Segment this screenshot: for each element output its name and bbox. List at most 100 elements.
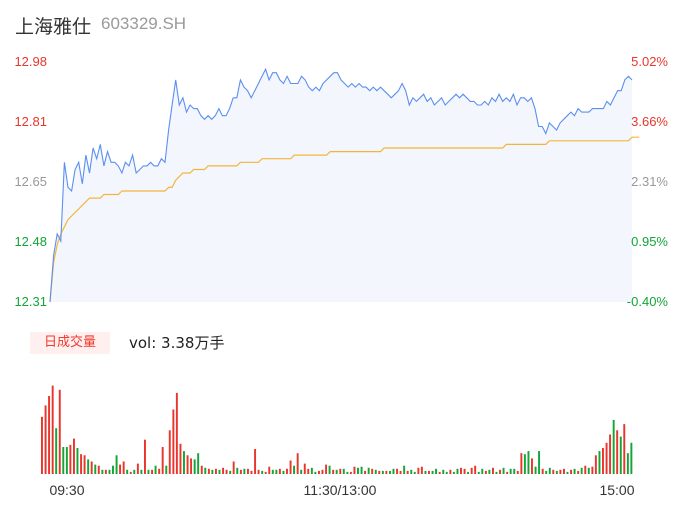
volume-bar <box>509 468 512 474</box>
volume-bar <box>211 469 214 474</box>
volume-bar <box>183 451 185 474</box>
volume-bar <box>531 458 533 474</box>
volume-bar <box>374 469 377 474</box>
volume-bar <box>332 469 335 474</box>
volume-bar <box>300 469 303 474</box>
volume-bar <box>445 471 448 474</box>
volume-bar <box>101 469 104 474</box>
volume-bar <box>413 471 416 474</box>
volume-bar <box>587 467 590 474</box>
volume-bar <box>112 465 114 474</box>
volume-bar <box>431 470 434 474</box>
volume-bar <box>179 443 182 474</box>
volume-bar <box>55 428 58 474</box>
volume-bar <box>136 463 139 474</box>
volume-summary: vol: 3.38万手 <box>129 334 225 352</box>
volume-bar <box>392 468 395 474</box>
volume-bar <box>552 469 555 474</box>
volume-bar <box>328 465 331 474</box>
time-axis-labels: 09:30 11:30/13:00 15:00 <box>49 482 634 498</box>
volume-bar <box>73 438 75 474</box>
volume-bar <box>232 461 235 474</box>
volume-bar <box>555 470 558 474</box>
volume-bar <box>286 468 288 474</box>
volume-bar <box>417 467 420 474</box>
volume-bar <box>523 454 526 474</box>
volume-bar <box>257 469 260 474</box>
percent-axis-labels: 5.02% 3.66% 2.31% 0.95% -0.40% <box>627 54 669 309</box>
volume-bar <box>563 468 565 474</box>
volume-bar <box>548 467 551 474</box>
volume-bar <box>428 470 430 474</box>
volume-bar <box>282 470 285 474</box>
volume-bar <box>541 468 544 474</box>
volume-bar <box>513 468 516 474</box>
volume-bar <box>381 470 384 474</box>
volume-bar <box>357 467 359 474</box>
percent-tick-label: 3.66% <box>631 114 668 129</box>
volume-bar <box>410 469 413 474</box>
volume-bar <box>80 454 83 474</box>
volume-bar <box>264 471 267 474</box>
volume-bar <box>90 461 93 474</box>
volume-bar <box>65 447 68 474</box>
price-tick-label: 12.31 <box>14 294 47 309</box>
volume-bar <box>151 469 154 474</box>
volume-bar <box>495 471 498 474</box>
price-tick-label: 12.98 <box>14 54 47 69</box>
volume-bar <box>605 442 608 474</box>
time-tick-label: 11:30/13:00 <box>304 482 377 498</box>
volume-bar <box>442 469 445 474</box>
volume-bar <box>577 470 580 474</box>
time-tick-label: 09:30 <box>49 482 84 498</box>
volume-bar <box>378 470 381 474</box>
volume-bar <box>293 465 296 474</box>
volume-bar <box>275 469 278 474</box>
volume-bar <box>310 467 313 474</box>
volume-bar <box>506 471 509 474</box>
volume-bar <box>222 467 225 474</box>
volume-tab[interactable]: 日成交量 <box>30 332 110 354</box>
volume-bar <box>463 468 466 474</box>
volume-bar <box>168 430 171 474</box>
volume-bar <box>538 451 541 474</box>
volume-bar <box>424 470 427 474</box>
percent-tick-label: -0.40% <box>627 294 669 309</box>
volume-bar <box>474 465 477 474</box>
volume-bar <box>94 464 97 474</box>
volume-bar <box>175 392 178 474</box>
volume-bar <box>236 467 239 474</box>
volume-bar <box>207 468 210 474</box>
volume-bar <box>371 468 374 474</box>
volume-bar <box>584 465 587 474</box>
volume-bar <box>580 467 583 474</box>
volume-bar <box>396 468 399 474</box>
volume-bar <box>243 468 246 474</box>
volume-bar <box>449 469 452 474</box>
volume-bar <box>254 449 257 474</box>
volume-bar <box>97 465 100 474</box>
volume-bar <box>161 447 164 474</box>
volume-bar <box>62 447 65 474</box>
volume-bar <box>87 459 90 474</box>
volume-bar <box>48 396 51 474</box>
volume-bar <box>360 466 363 474</box>
volume-bar <box>296 453 299 474</box>
time-tick-label: 15:00 <box>599 482 634 498</box>
price-area <box>50 69 632 302</box>
price-line <box>49 67 633 303</box>
volume-bar <box>186 455 189 474</box>
volume-bar <box>158 468 161 474</box>
volume-bar <box>435 468 438 474</box>
volume-bar <box>41 416 43 474</box>
volume-bar <box>339 468 342 474</box>
volume-bar <box>303 463 306 474</box>
volume-bar <box>573 468 576 474</box>
volume-bar <box>325 464 328 474</box>
volume-bar <box>367 467 370 474</box>
volume-bar <box>616 430 619 474</box>
volume-bar <box>623 424 626 474</box>
volume-bar <box>403 465 406 474</box>
volume-bar <box>318 470 320 474</box>
volume-bar <box>559 469 562 474</box>
